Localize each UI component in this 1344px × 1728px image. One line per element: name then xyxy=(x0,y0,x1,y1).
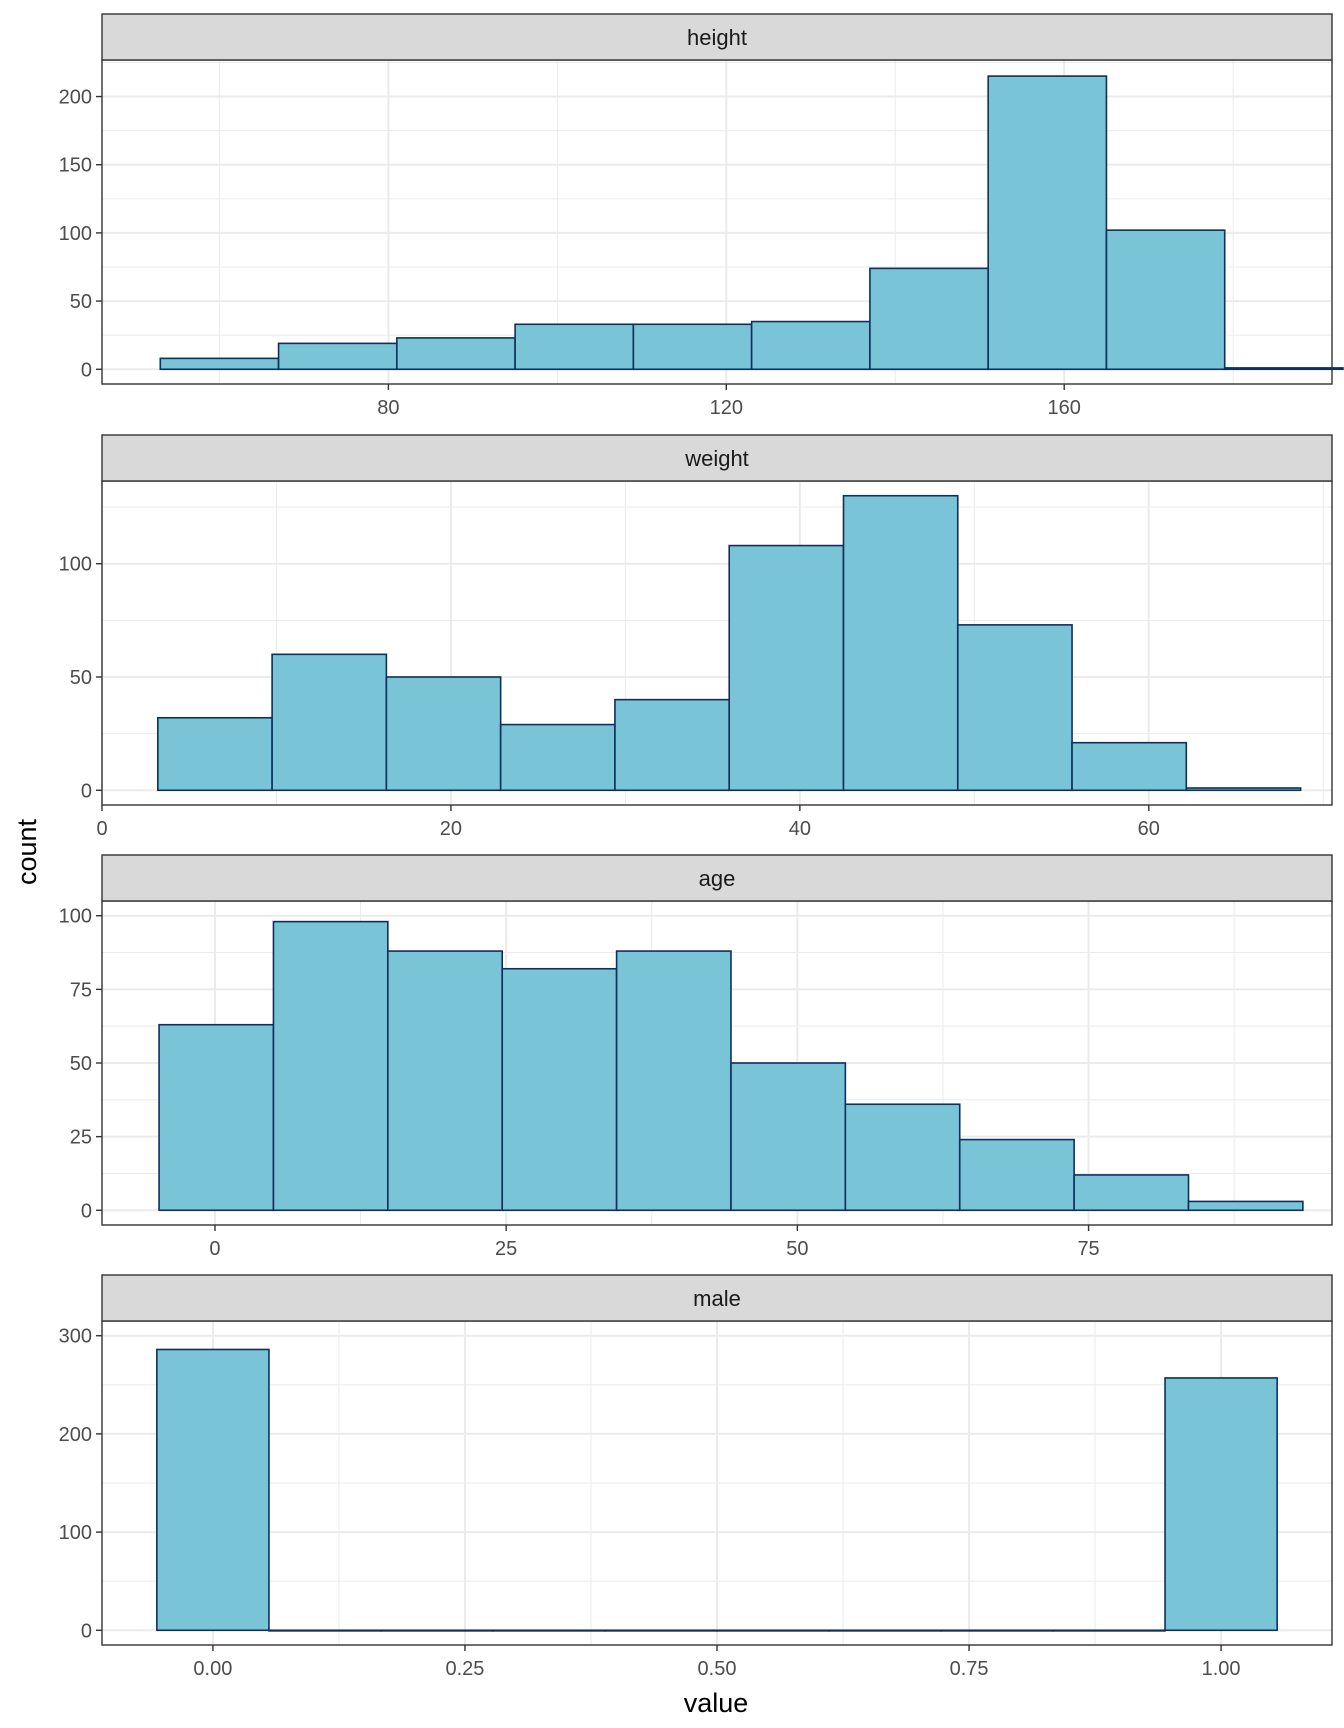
histogram-bar-age xyxy=(730,1062,847,1212)
histogram-bar-height xyxy=(159,357,280,371)
histogram-bar-height xyxy=(396,337,516,371)
histogram-bar-weight xyxy=(728,544,845,792)
x-tick-label-male: 0.75 xyxy=(950,1658,989,1680)
histogram-bar-age xyxy=(158,1023,275,1212)
facet-male: male 0 100 200 300 0.00 0.25 0.50 0.75 1.00 xyxy=(59,1274,1333,1680)
strip-label-male: male xyxy=(693,1286,741,1311)
strip-male xyxy=(101,1274,1333,1322)
x-tick-label-age: 0 xyxy=(209,1238,220,1260)
y-tick-label-height: 200 xyxy=(59,87,92,109)
histogram-bar-male xyxy=(156,1348,270,1632)
histogram-bar-weight xyxy=(842,494,959,792)
histogram-bar-male xyxy=(716,1629,830,1632)
histogram-bar-age xyxy=(501,967,618,1212)
x-tick-label-male: 0.25 xyxy=(445,1658,484,1680)
histogram-bar-weight xyxy=(385,676,502,792)
x-tick-label-height: 120 xyxy=(710,397,743,419)
y-tick-label-male: 300 xyxy=(59,1326,92,1348)
x-tick-label-male: 1.00 xyxy=(1202,1658,1241,1680)
histogram-bar-male xyxy=(492,1629,606,1632)
y-tick-label-age: 25 xyxy=(70,1127,92,1149)
histogram-bar-male xyxy=(268,1629,382,1632)
histogram-bar-weight xyxy=(271,653,388,792)
histogram-bar-weight xyxy=(956,624,1073,792)
histogram-bar-height xyxy=(277,342,398,371)
histogram-bar-weight xyxy=(157,716,273,792)
histogram-bar-age xyxy=(387,950,504,1212)
y-tick-label-male: 0 xyxy=(81,1620,92,1642)
x-tick-label-male: 0.00 xyxy=(193,1658,232,1680)
histogram-bar-age xyxy=(615,950,732,1212)
x-tick-label-height: 80 xyxy=(377,397,399,419)
strip-weight xyxy=(101,434,1333,482)
histogram-bar-age xyxy=(272,920,389,1212)
strip-label-age: age xyxy=(699,866,736,891)
y-tick-label-height: 100 xyxy=(59,223,92,245)
histogram-bar-height xyxy=(1105,229,1226,371)
histogram-bar-age xyxy=(1187,1200,1304,1212)
y-tick-label-height: 50 xyxy=(70,291,92,313)
strip-label-weight: weight xyxy=(684,446,749,471)
x-axis-title: value xyxy=(684,1688,749,1718)
y-tick-label-weight: 50 xyxy=(70,667,92,689)
y-tick-label-male: 100 xyxy=(59,1522,92,1544)
histogram-bar-male xyxy=(1052,1629,1166,1632)
strip-label-height: height xyxy=(687,25,747,50)
x-tick-label-age: 50 xyxy=(786,1238,808,1260)
y-tick-label-height: 150 xyxy=(59,155,92,177)
histogram-bar-height xyxy=(514,323,635,371)
histogram-bar-weight xyxy=(499,723,616,792)
histogram-bar-male xyxy=(604,1629,718,1632)
histogram-bar-height xyxy=(632,323,753,371)
histogram-bar-male xyxy=(1164,1377,1278,1632)
x-tick-label-male: 0.50 xyxy=(698,1658,737,1680)
histogram-bar-age xyxy=(958,1138,1075,1212)
histogram-bar-male xyxy=(828,1629,942,1632)
x-tick-label-weight: 0 xyxy=(96,818,107,840)
y-tick-label-age: 50 xyxy=(70,1053,92,1075)
y-tick-label-age: 0 xyxy=(81,1200,92,1222)
facet-weight: weight 0 50 100 0 20 40 60 xyxy=(59,434,1333,840)
y-tick-label-age: 75 xyxy=(70,979,92,1001)
y-axis-title: count xyxy=(12,818,42,885)
strip-height xyxy=(101,13,1333,61)
histogram-bar-weight xyxy=(614,698,731,792)
y-tick-label-height: 0 xyxy=(81,359,92,381)
strip-age xyxy=(101,854,1333,902)
histogram-bar-weight xyxy=(1071,741,1188,792)
histogram-bar-height xyxy=(1223,367,1344,371)
histogram-bar-age xyxy=(844,1103,961,1212)
y-tick-label-weight: 0 xyxy=(81,780,92,802)
histogram-bar-weight xyxy=(1185,787,1302,792)
y-tick-label-male: 200 xyxy=(59,1424,92,1446)
x-tick-label-weight: 60 xyxy=(1138,818,1160,840)
x-tick-label-age: 25 xyxy=(495,1238,517,1260)
x-tick-label-age: 75 xyxy=(1077,1238,1099,1260)
y-tick-label-age: 100 xyxy=(59,906,92,928)
histogram-bar-height xyxy=(750,320,871,371)
x-tick-label-weight: 40 xyxy=(789,818,811,840)
facet-height: height 0 50 100 150 200 80 120 160 xyxy=(59,13,1344,419)
histogram-bar-male xyxy=(380,1629,494,1632)
histogram-bar-age xyxy=(1073,1174,1190,1212)
x-tick-label-height: 160 xyxy=(1048,397,1081,419)
histogram-bar-height xyxy=(987,75,1108,371)
histogram-bar-male xyxy=(940,1629,1054,1632)
y-tick-label-weight: 100 xyxy=(59,554,92,576)
histogram-bar-height xyxy=(869,267,989,371)
facet-age: age 0 25 50 75 100 0 25 50 75 xyxy=(59,854,1333,1260)
x-tick-label-weight: 20 xyxy=(440,818,462,840)
